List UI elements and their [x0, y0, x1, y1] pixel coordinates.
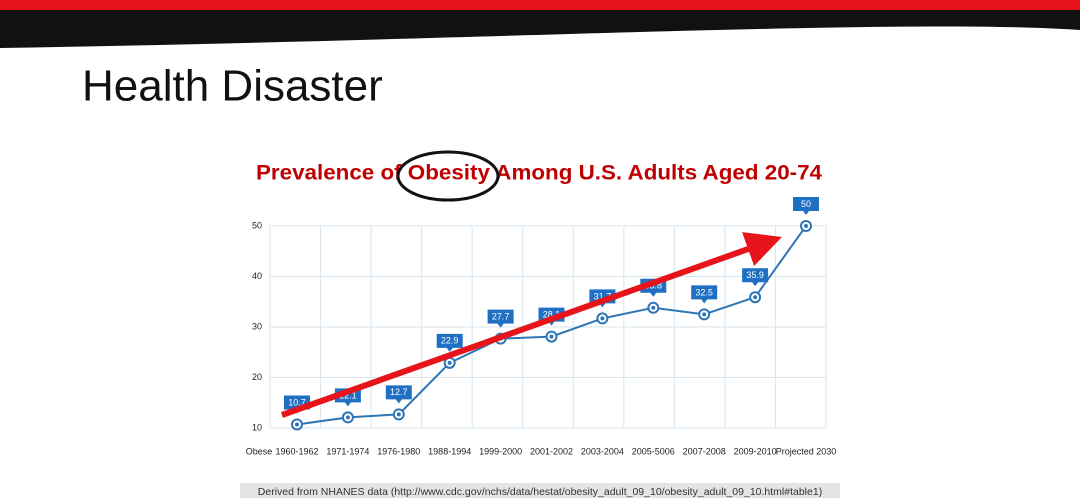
x-tick-label: 1971-1974 — [326, 446, 369, 456]
x-tick-label: 1960-1962 — [275, 446, 318, 456]
value-label-box — [385, 385, 412, 404]
point-core — [549, 334, 554, 339]
source: Derived from NHANES data (http://www.cdc… — [258, 486, 822, 498]
value-label: 22.9 — [441, 336, 459, 346]
x-tick-label: 2003-2004 — [581, 446, 624, 456]
x-tick-label: 2001-2002 — [530, 446, 573, 456]
y-tick-label: 30 — [252, 321, 262, 331]
value-label: 50 — [801, 199, 811, 209]
value-label: 32.5 — [695, 287, 713, 297]
point-core — [295, 422, 299, 427]
y-tick-label: 20 — [252, 372, 262, 382]
point-core — [345, 415, 350, 420]
point-core — [396, 412, 401, 417]
value-label-box — [436, 333, 463, 352]
header-black — [0, 10, 1080, 48]
x-tick-label: Projected 2030 — [776, 446, 837, 456]
value-label: 31.7 — [594, 291, 612, 301]
plot: 10 20 30 40 50 Obese 1960-1962 10.7 1971-1974 12.… — [246, 197, 837, 456]
point-core — [651, 305, 656, 310]
value-label: 35.9 — [746, 270, 764, 280]
x-axis-label: Obese — [246, 446, 273, 456]
value-label-box — [742, 268, 769, 287]
value-label: 28.1 — [543, 309, 561, 319]
chart-title: Prevalence of Obesity Among U.S. Adults … — [256, 162, 822, 185]
trend-arrow — [280, 232, 782, 418]
x-tick-label: 2009-2010 — [734, 446, 777, 456]
value-label-box — [793, 197, 819, 215]
x-tick-label: 2005-5006 — [632, 446, 675, 456]
highlight-circle — [396, 150, 500, 202]
x-tick-label: 1976-1980 — [377, 446, 420, 456]
point-core — [702, 312, 707, 317]
value-label: 27.7 — [492, 311, 510, 321]
x-tick-label: 1999-2000 — [479, 446, 522, 456]
point-core — [447, 360, 452, 365]
x-tick-label: 1988-1994 — [428, 446, 471, 456]
y-tick-label: 40 — [252, 271, 262, 281]
point-core — [804, 224, 808, 228]
value-label: 10.7 — [288, 397, 306, 407]
y-tick-label: 50 — [252, 220, 262, 230]
value-label-box — [487, 309, 514, 328]
header-red — [0, 0, 1080, 10]
y-tick-label: 10 — [252, 422, 262, 432]
slide-title: Health Disaster — [82, 62, 383, 111]
x-tick-label: 2007-2008 — [683, 446, 726, 456]
source-box — [240, 483, 840, 498]
value-label: 12.1 — [339, 390, 357, 400]
value-label-box — [691, 285, 718, 304]
value-label: 12.7 — [390, 387, 408, 397]
point-core — [600, 316, 605, 321]
point-core — [753, 295, 758, 300]
